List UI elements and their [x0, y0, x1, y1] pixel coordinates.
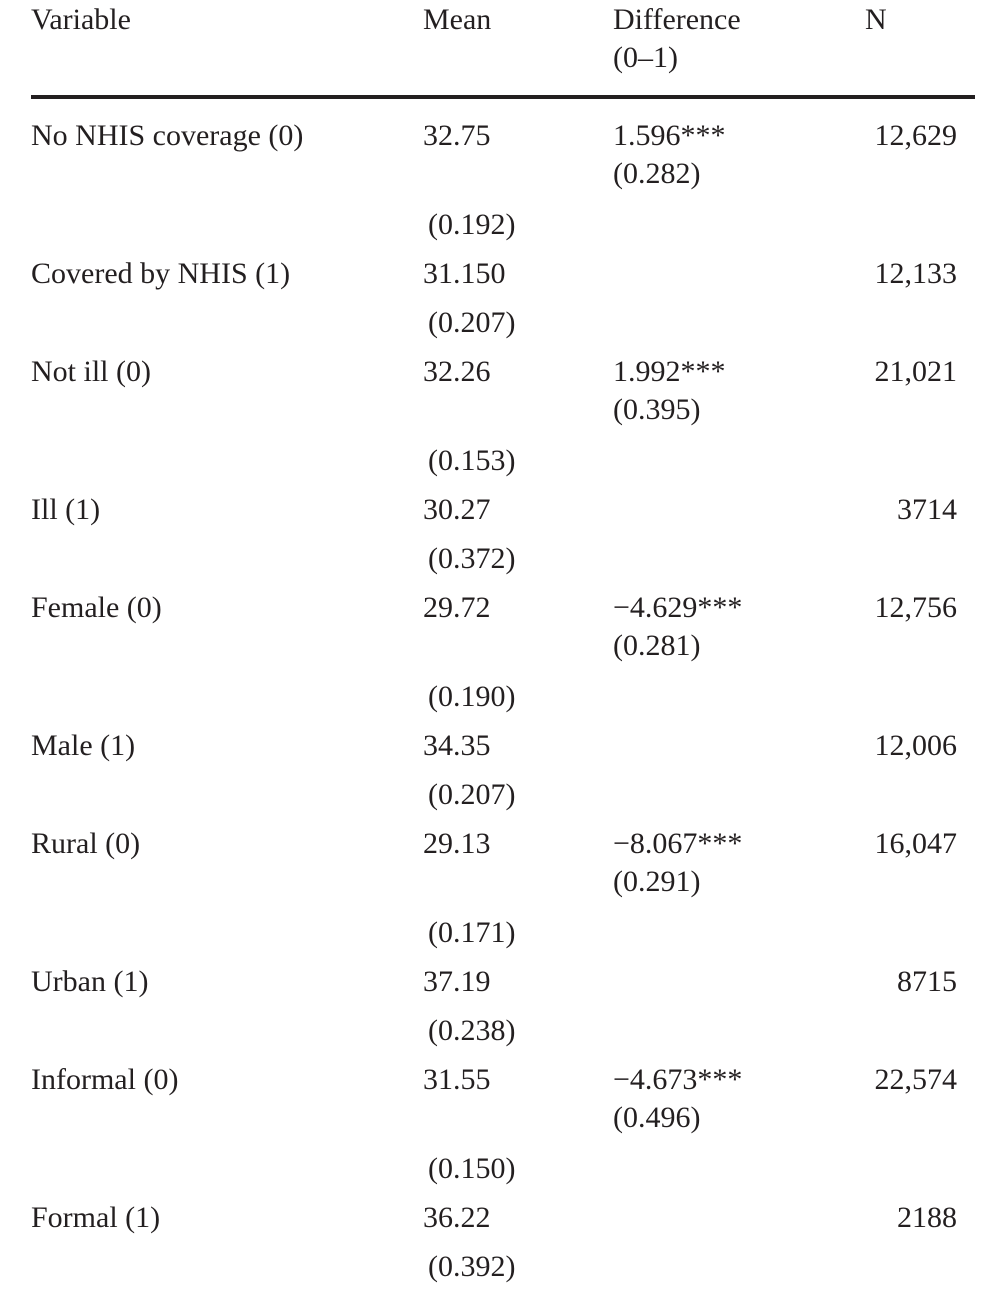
variable: Formal (1)	[31, 1201, 161, 1234]
n: 12,006	[874, 729, 958, 762]
mean-se: (0.150)	[428, 1152, 516, 1185]
variable: Male (1)	[31, 729, 136, 762]
mean: 36.22	[423, 1201, 491, 1234]
mean-se: (0.171)	[428, 916, 516, 949]
mean-se: (0.153)	[428, 444, 516, 477]
variable: Covered by NHIS (1)	[31, 257, 291, 290]
n: 8715	[897, 965, 957, 998]
n: 12,133	[874, 257, 958, 290]
variable: Female (0)	[31, 591, 162, 624]
mean: 37.19	[423, 965, 491, 998]
difference: −4.673***	[613, 1063, 743, 1096]
header-variable: Variable	[31, 3, 131, 36]
mean: 29.13	[423, 827, 491, 860]
difference-se: (0.282)	[613, 157, 701, 190]
mean-se: (0.392)	[428, 1250, 516, 1283]
n: 12,629	[874, 119, 958, 152]
mean: 31.150	[423, 257, 506, 290]
mean: 29.72	[423, 591, 491, 624]
n: 22,574	[874, 1063, 958, 1096]
mean-se: (0.238)	[428, 1014, 516, 1047]
difference: −4.629***	[613, 591, 743, 624]
mean-se: (0.192)	[428, 208, 516, 241]
variable: Ill (1)	[31, 493, 101, 526]
n: 16,047	[874, 827, 958, 860]
difference: 1.992***	[613, 355, 726, 388]
mean: 31.55	[423, 1063, 491, 1096]
mean: 34.35	[423, 729, 491, 762]
difference: 1.596***	[613, 119, 726, 152]
n: 2188	[897, 1201, 957, 1234]
n: 12,756	[874, 591, 958, 624]
variable: Urban (1)	[31, 965, 149, 998]
n: 3714	[897, 493, 957, 526]
difference-se: (0.496)	[613, 1101, 701, 1134]
mean-se: (0.190)	[428, 680, 516, 713]
mean: 30.27	[423, 493, 491, 526]
header-mean: Mean	[423, 3, 492, 36]
header-difference-sub: (0–1)	[613, 41, 678, 74]
difference-se: (0.291)	[613, 865, 701, 898]
variable: Not ill (0)	[31, 355, 151, 388]
difference: −8.067***	[613, 827, 743, 860]
mean-se: (0.207)	[428, 778, 516, 811]
variable: No NHIS coverage (0)	[31, 119, 304, 152]
mean: 32.26	[423, 355, 491, 388]
variable: Informal (0)	[31, 1063, 179, 1096]
mean: 32.75	[423, 119, 491, 152]
header-n: N	[865, 3, 887, 36]
difference-se: (0.281)	[613, 629, 701, 662]
mean-se: (0.372)	[428, 542, 516, 575]
variable: Rural (0)	[31, 827, 141, 860]
difference-se: (0.395)	[613, 393, 701, 426]
n: 21,021	[874, 355, 958, 388]
header-rule	[31, 95, 975, 99]
mean-se: (0.207)	[428, 306, 516, 339]
header-difference: Difference	[613, 3, 741, 36]
